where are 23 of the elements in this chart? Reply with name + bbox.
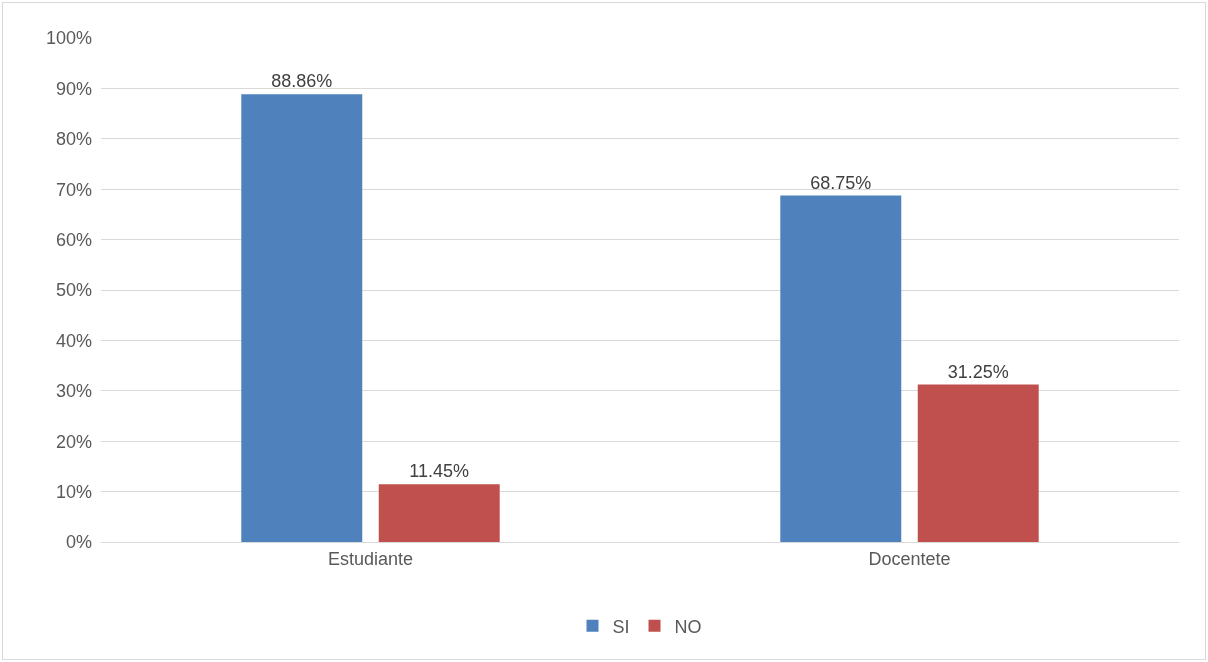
bar (378, 484, 500, 542)
bar (241, 94, 363, 542)
y-tick-label: 0% (65, 532, 92, 553)
y-tick-label: 60% (55, 229, 92, 250)
legend-label: SI (612, 616, 630, 637)
y-tick-label: 100% (45, 28, 92, 49)
data-label: 68.75% (810, 172, 872, 193)
bar (780, 195, 902, 542)
y-tick-label: 30% (55, 381, 92, 402)
bar (917, 384, 1039, 542)
y-tick-label: 40% (55, 330, 92, 351)
x-tick-label: Estudiante (327, 548, 414, 569)
data-label: 31.25% (947, 361, 1009, 382)
y-tick-label: 50% (55, 280, 92, 301)
data-label: 11.45% (409, 461, 470, 482)
y-tick-label: 80% (55, 129, 92, 150)
y-tick-label: 90% (55, 78, 92, 99)
y-tick-label: 10% (55, 481, 92, 502)
y-tick-label: 20% (55, 431, 92, 452)
data-label: 88.86% (271, 71, 333, 92)
legend-label: NO (674, 616, 702, 637)
x-tick-label: Docentete (868, 548, 951, 569)
y-tick-label: 70% (55, 179, 92, 200)
